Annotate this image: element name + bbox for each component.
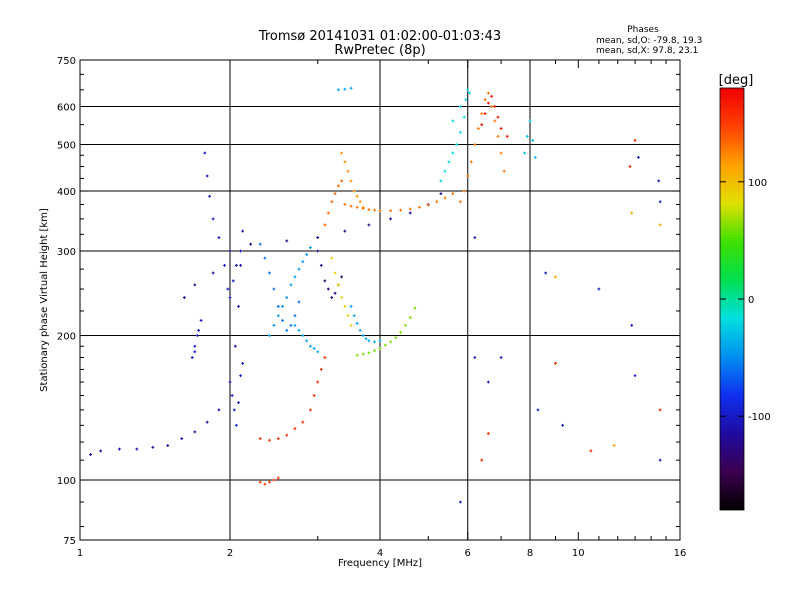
chart-subtitle: RwPretec (8p) xyxy=(334,43,425,58)
colorbar-tick-label: -100 xyxy=(748,412,771,423)
data-points xyxy=(89,86,662,504)
y-tick-label: 100 xyxy=(57,476,76,487)
x-tick-label: 1 xyxy=(77,548,83,559)
x-tick-label: 10 xyxy=(572,548,585,559)
grid-lines xyxy=(80,60,680,540)
colorbar-tick-label: 0 xyxy=(748,295,754,306)
y-tick-label: 750 xyxy=(57,56,76,67)
x-tick-label: 8 xyxy=(527,548,533,559)
x-tick-label: 6 xyxy=(465,548,471,559)
x-tick-label: 16 xyxy=(674,548,687,559)
x-tick-label: 2 xyxy=(227,548,233,559)
y-tick-label: 500 xyxy=(57,141,76,152)
stats-header: Phases xyxy=(627,25,659,35)
y-tick-label: 300 xyxy=(57,247,76,258)
stats-o-line: mean, sd,O: -79.8, 19.3 xyxy=(596,36,702,46)
colorbar-label: [deg] xyxy=(719,73,754,88)
chart-title: Tromsø 20141031 01:02:00-01:03:43 xyxy=(258,29,501,44)
axes: 1 2 4 6 8 10 16 75 100 200 300 400 500 600 750 xyxy=(57,56,686,559)
y-tick-label: 200 xyxy=(57,332,76,343)
y-axis-label: Stationary phase Virtual Height [km] xyxy=(39,208,50,392)
x-axis-label: Frequency [MHz] xyxy=(338,558,422,569)
stats-x-line: mean, sd,X: 97.8, 23.1 xyxy=(596,46,698,56)
y-tick-label: 75 xyxy=(63,536,76,547)
y-tick-label: 600 xyxy=(57,103,76,114)
y-tick-label: 400 xyxy=(57,187,76,198)
colorbar: [deg] 100 0 -100 xyxy=(719,73,771,511)
x-tick-label: 4 xyxy=(377,548,383,559)
colorbar-tick-label: 100 xyxy=(748,178,767,189)
